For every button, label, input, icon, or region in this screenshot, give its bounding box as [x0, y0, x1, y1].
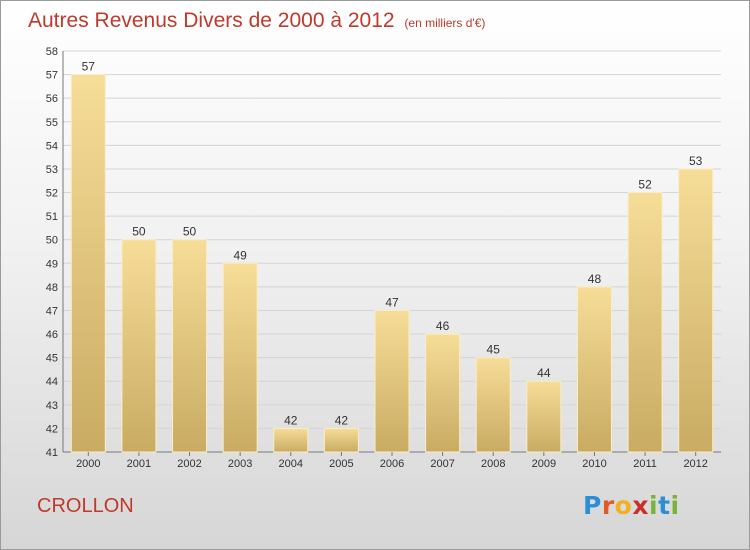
- data-label: 42: [335, 413, 349, 427]
- bar: [323, 427, 359, 453]
- y-tick-label: 46: [46, 329, 58, 341]
- bar: [475, 357, 511, 453]
- x-tick-label: 2008: [481, 458, 505, 470]
- x-tick-label: 2004: [279, 458, 303, 470]
- data-label: 50: [132, 225, 146, 239]
- y-tick-label: 44: [46, 376, 58, 388]
- y-tick-label: 42: [46, 423, 58, 435]
- x-tick-label: 2006: [380, 458, 404, 470]
- y-tick-label: 55: [46, 117, 58, 129]
- y-tick-label: 57: [46, 70, 58, 82]
- data-label: 44: [537, 366, 551, 380]
- proxiti-logo[interactable]: Proxiti: [583, 491, 680, 520]
- logo-letter: o: [614, 491, 633, 520]
- data-label: 50: [183, 225, 197, 239]
- logo-letter: P: [583, 491, 602, 520]
- y-tick-label: 41: [46, 447, 58, 459]
- data-label: 45: [487, 343, 501, 357]
- x-tick-label: 2002: [177, 458, 201, 470]
- bar: [425, 333, 461, 453]
- data-label: 46: [436, 319, 450, 333]
- bar: [121, 239, 157, 453]
- y-tick-label: 52: [46, 188, 58, 200]
- y-tick-label: 54: [46, 140, 58, 152]
- y-tick-label: 48: [46, 282, 58, 294]
- logo-letter: r: [601, 491, 615, 520]
- data-label: 47: [385, 295, 399, 309]
- logo-letter: t: [658, 491, 671, 520]
- data-label: 49: [233, 248, 247, 262]
- bar: [627, 192, 663, 453]
- x-tick-label: 2005: [329, 458, 353, 470]
- x-tick-label: 2007: [430, 458, 454, 470]
- location-name: CROLLON: [37, 495, 134, 517]
- bar: [374, 309, 410, 453]
- y-tick-label: 43: [46, 400, 58, 412]
- y-tick-label: 51: [46, 211, 58, 223]
- y-tick-label: 45: [46, 353, 58, 365]
- data-label: 53: [689, 154, 703, 168]
- x-tick-label: 2003: [228, 458, 252, 470]
- x-tick-label: 2011: [633, 458, 657, 470]
- y-tick-label: 50: [46, 235, 58, 247]
- y-tick-label: 56: [46, 93, 58, 105]
- chart-title: Autres Revenus Divers de 2000 à 2012 (en…: [28, 9, 485, 33]
- bar: [576, 286, 612, 453]
- x-tick-label: 2010: [582, 458, 606, 470]
- x-tick-label: 2009: [532, 458, 556, 470]
- bar: [273, 427, 309, 453]
- x-tick-label: 2012: [683, 458, 707, 470]
- logo-letter: i: [670, 491, 680, 520]
- x-tick-label: 2001: [127, 458, 151, 470]
- bar: [222, 262, 258, 453]
- data-label: 57: [82, 60, 96, 74]
- data-label: 48: [588, 272, 602, 286]
- data-label: 52: [638, 178, 652, 192]
- logo-letter: x: [632, 491, 649, 520]
- bar: [678, 168, 714, 453]
- y-tick-label: 53: [46, 164, 58, 176]
- y-tick-label: 58: [46, 46, 58, 58]
- chart-subtitle: (en milliers d'€): [404, 16, 486, 30]
- bar: [172, 239, 208, 453]
- y-tick-label: 49: [46, 258, 58, 270]
- chart-title-text: Autres Revenus Divers de 2000 à 2012: [28, 9, 395, 32]
- data-label: 42: [284, 413, 298, 427]
- logo-letter: i: [649, 491, 659, 520]
- x-tick-label: 2000: [76, 458, 100, 470]
- bar: [70, 74, 106, 453]
- y-tick-label: 47: [46, 305, 58, 317]
- bar: [526, 380, 562, 453]
